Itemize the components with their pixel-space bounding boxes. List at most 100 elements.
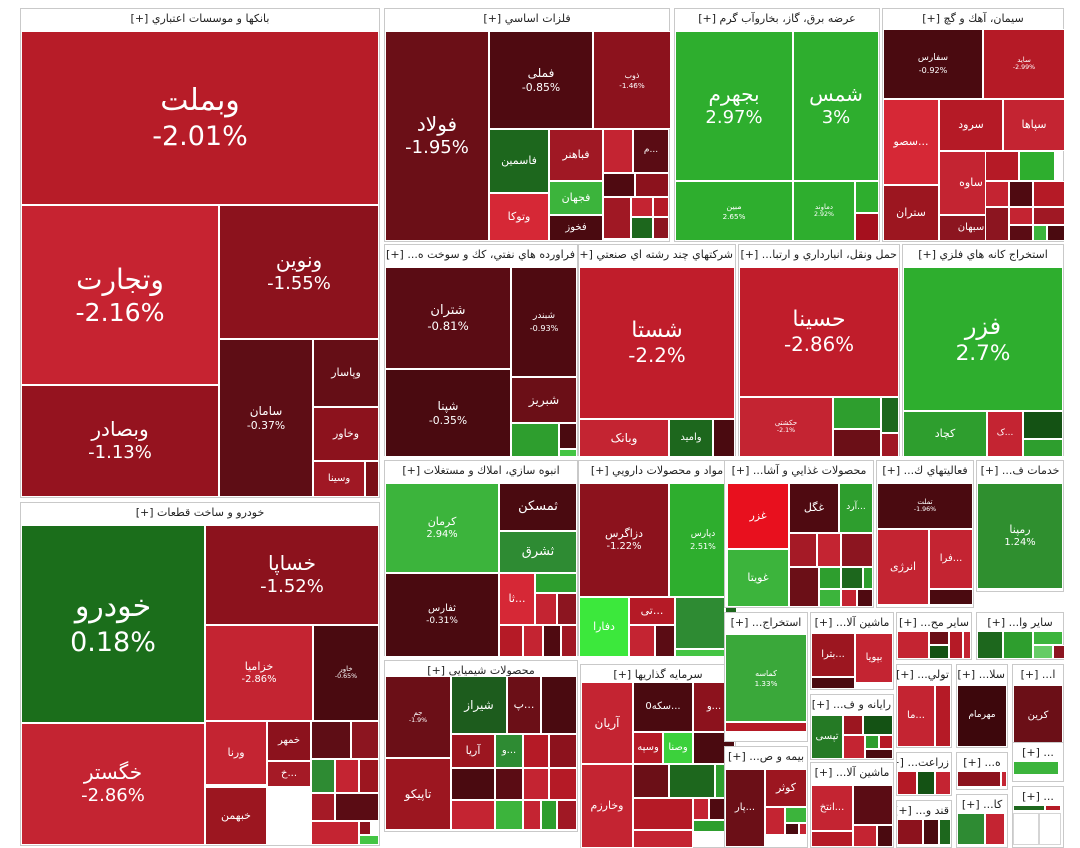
treemap-tile[interactable] [854,826,876,846]
treemap-tile[interactable] [560,424,576,448]
tile-وخارزم[interactable]: وخارزم [582,765,632,847]
tile-خمهر[interactable]: خمهر [268,722,310,760]
treemap-tile[interactable] [676,650,724,656]
treemap-tile[interactable] [766,808,784,834]
treemap-tile[interactable] [562,626,576,656]
treemap-tile[interactable] [336,760,358,792]
treemap-tile[interactable] [864,716,892,734]
treemap-tile[interactable] [936,772,950,794]
treemap-tile[interactable] [858,590,872,606]
treemap-tile[interactable] [818,534,840,566]
tile-...ثا[interactable]: ...ثا [500,574,534,624]
tile-...انتخ[interactable]: ...انتخ [812,786,852,830]
tile-کچاد[interactable]: کچاد [904,412,986,456]
treemap-tile[interactable] [1024,412,1062,438]
treemap-tile[interactable] [452,801,494,829]
treemap-tile[interactable] [986,182,1008,206]
tile-شتران[interactable]: شتران -0.81% [386,268,510,368]
treemap-tile[interactable] [1014,814,1038,844]
treemap-tile[interactable] [654,198,668,216]
sector-header-technical-services[interactable]: خدمات ف... [+] [977,461,1063,481]
tile-کماسه[interactable]: کماسه 1.33% [726,635,806,721]
sector-header-pharma[interactable]: مواد و محصولات دارويي [+] [579,461,735,481]
sector-header-automotive[interactable]: خودرو و ساخت قطعات [+] [21,503,379,523]
tile-...ک[interactable]: ...ک [988,412,1022,456]
sector-header-computers[interactable]: رايانه و ف... [+] [811,695,893,715]
tile-...پ[interactable]: ...پ [508,677,540,733]
tile-وبانک[interactable]: وبانک [580,420,668,456]
tile-وخاور[interactable]: وخاور [314,408,378,460]
tile-فولاد[interactable]: فولاد -1.95% [386,32,488,240]
treemap-tile[interactable] [964,632,970,658]
tile-کرمان[interactable]: کرمان 2.94% [386,484,498,572]
tile-وبصادر[interactable]: وبصادر -1.13% [22,386,218,496]
tile-انرژی[interactable]: انرژی [878,530,928,604]
treemap-tile[interactable] [1004,632,1032,658]
treemap-tile[interactable] [918,772,934,794]
sector-header-misc-2[interactable]: ... [+] [1013,787,1063,807]
treemap-tile[interactable] [542,677,576,733]
tile-خزامیا[interactable]: خزامیا -2.86% [206,626,312,720]
sector-header-other-financial[interactable]: ساير وا... [+] [977,613,1063,633]
tile-ورنا[interactable]: ورنا [206,722,266,784]
tile-وسینا[interactable]: وسینا [314,462,364,496]
treemap-tile[interactable] [694,821,734,831]
treemap-tile[interactable] [714,420,734,456]
treemap-tile[interactable] [844,716,862,734]
tile-ونوین[interactable]: ونوین -1.55% [220,206,378,338]
tile-کرین[interactable]: کرین [1014,686,1062,746]
tile-خاور[interactable]: خاور -0.65% [314,626,378,720]
treemap-tile[interactable] [536,594,556,624]
tile-شستا[interactable]: شستا -2.2% [580,268,734,418]
tile-ذوب[interactable]: ذوب -1.46% [594,32,670,128]
treemap-tile[interactable] [312,760,334,792]
treemap-tile[interactable] [524,769,548,799]
treemap-tile[interactable] [1014,762,1058,774]
tile-وامید[interactable]: وامید [670,420,712,456]
treemap-tile[interactable] [312,722,350,758]
tile-بجهرم[interactable]: بجهرم 2.97% [676,32,792,180]
treemap-tile[interactable] [656,626,674,656]
sector-header-chemicals[interactable]: محصولات شيميايي [+] [385,661,577,681]
tile-ثشرق[interactable]: ثشرق [500,532,576,572]
treemap-tile[interactable] [978,632,1002,658]
tile-غویتا[interactable]: غویتا [728,550,788,606]
treemap-tile[interactable] [842,568,862,588]
sector-header-alpha[interactable]: ا... [+] [1013,665,1063,685]
treemap-tile[interactable] [654,218,668,238]
sector-header-cement[interactable]: سيمان، آهك و گچ [+] [883,9,1063,29]
treemap-tile[interactable] [604,198,630,238]
tile-شبریز[interactable]: شبریز [512,378,576,422]
tile-جم[interactable]: جم -1.9% [386,677,450,757]
treemap-tile[interactable] [560,450,576,456]
tile-دفارا[interactable]: دفارا [580,598,628,656]
treemap-tile[interactable] [786,824,798,834]
tile-شبندر[interactable]: شبندر -0.93% [512,268,576,376]
sector-header-other-products[interactable]: ساير مح... [+] [897,613,971,633]
treemap-tile[interactable] [930,590,972,604]
treemap-tile[interactable] [1034,208,1064,224]
sector-header-electricity[interactable]: عرضه برق، گاز، بخاروآب گرم [+] [675,9,879,29]
treemap-tile[interactable] [856,214,878,240]
treemap-tile[interactable] [558,594,576,624]
tile-حکشتی[interactable]: حکشتی -2.1% [740,398,832,456]
tile-...پار[interactable]: ...پار [726,770,764,846]
treemap-tile[interactable] [842,534,872,566]
treemap-tile[interactable] [524,735,548,767]
treemap-tile[interactable] [844,736,864,758]
treemap-tile[interactable] [1034,646,1052,658]
tile-ساید[interactable]: ساید -2.99% [984,30,1064,98]
treemap-tile[interactable] [604,174,634,196]
treemap-tile[interactable] [958,772,1000,786]
treemap-tile[interactable] [898,820,922,844]
tile-تپسی[interactable]: تپسی [812,716,842,758]
treemap-tile[interactable] [820,568,840,588]
treemap-tile[interactable] [634,765,668,797]
sector-header-insurance[interactable]: بيمه و ص... [+] [725,747,807,767]
tile-...فرا[interactable]: ...فرا [930,530,972,588]
sector-header-agriculture[interactable]: زراعت... [+] [897,753,951,773]
tile-تملت[interactable]: تملت -1.96% [878,484,972,528]
treemap-tile[interactable] [604,130,632,172]
treemap-tile[interactable] [360,836,378,844]
tile-وتوکا[interactable]: وتوکا [490,194,548,240]
